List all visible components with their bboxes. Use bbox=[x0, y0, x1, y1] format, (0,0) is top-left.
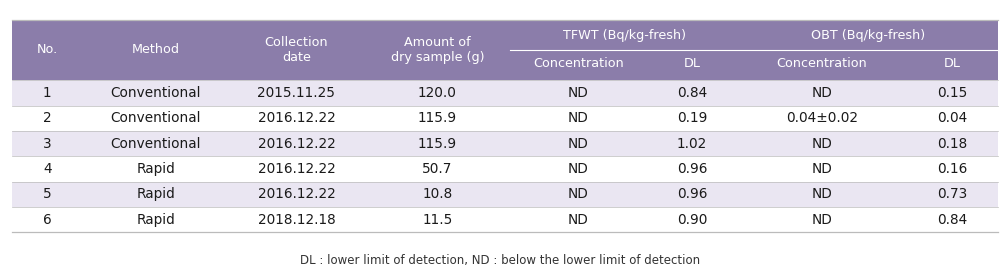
Text: ND: ND bbox=[812, 213, 832, 227]
Text: DL: DL bbox=[944, 57, 960, 70]
Text: 2016.12.22: 2016.12.22 bbox=[258, 187, 335, 201]
Text: 0.18: 0.18 bbox=[937, 137, 967, 151]
Bar bbox=[12, 182, 998, 207]
Text: ND: ND bbox=[568, 213, 589, 227]
Text: ND: ND bbox=[812, 86, 832, 100]
Text: No.: No. bbox=[37, 43, 58, 57]
Text: Rapid: Rapid bbox=[136, 162, 175, 176]
Text: Collection
date: Collection date bbox=[265, 36, 328, 64]
Text: 2: 2 bbox=[43, 111, 52, 125]
Text: ND: ND bbox=[812, 137, 832, 151]
Text: Rapid: Rapid bbox=[136, 213, 175, 227]
Text: TFWT (Bq/kg-fresh): TFWT (Bq/kg-fresh) bbox=[563, 29, 686, 43]
Text: 0.84: 0.84 bbox=[677, 86, 707, 100]
Text: ND: ND bbox=[568, 187, 589, 201]
Text: DL: DL bbox=[683, 57, 700, 70]
Text: Conventional: Conventional bbox=[110, 86, 201, 100]
Text: 0.15: 0.15 bbox=[937, 86, 967, 100]
Text: 0.90: 0.90 bbox=[677, 213, 707, 227]
Text: 0.19: 0.19 bbox=[677, 111, 707, 125]
Text: 2016.12.22: 2016.12.22 bbox=[258, 137, 335, 151]
Text: Concentration: Concentration bbox=[533, 57, 624, 70]
Text: 120.0: 120.0 bbox=[418, 86, 457, 100]
Bar bbox=[12, 207, 998, 232]
Text: 2016.12.22: 2016.12.22 bbox=[258, 162, 335, 176]
Text: Rapid: Rapid bbox=[136, 187, 175, 201]
Text: 1: 1 bbox=[43, 86, 52, 100]
Text: ND: ND bbox=[812, 162, 832, 176]
Text: DL : lower limit of detection, ND : below the lower limit of detection: DL : lower limit of detection, ND : belo… bbox=[300, 254, 700, 267]
Text: ND: ND bbox=[568, 86, 589, 100]
Text: 50.7: 50.7 bbox=[422, 162, 452, 176]
Text: ND: ND bbox=[568, 162, 589, 176]
Text: 0.84: 0.84 bbox=[937, 213, 967, 227]
Text: 2015.11.25: 2015.11.25 bbox=[257, 86, 335, 100]
Text: Concentration: Concentration bbox=[777, 57, 867, 70]
Text: 115.9: 115.9 bbox=[418, 111, 457, 125]
Text: Conventional: Conventional bbox=[110, 137, 201, 151]
Text: Conventional: Conventional bbox=[110, 111, 201, 125]
Text: 5: 5 bbox=[43, 187, 52, 201]
Text: Method: Method bbox=[132, 43, 180, 57]
Bar bbox=[12, 106, 998, 131]
Text: OBT (Bq/kg-fresh): OBT (Bq/kg-fresh) bbox=[811, 29, 925, 43]
Text: 10.8: 10.8 bbox=[422, 187, 452, 201]
Text: 0.16: 0.16 bbox=[937, 162, 967, 176]
Text: 11.5: 11.5 bbox=[422, 213, 452, 227]
Bar bbox=[12, 80, 998, 106]
Text: 0.96: 0.96 bbox=[677, 187, 707, 201]
Bar bbox=[12, 20, 998, 80]
Text: 3: 3 bbox=[43, 137, 52, 151]
Text: ND: ND bbox=[568, 137, 589, 151]
Text: ND: ND bbox=[568, 111, 589, 125]
Bar bbox=[12, 156, 998, 182]
Text: 4: 4 bbox=[43, 162, 52, 176]
Text: 0.96: 0.96 bbox=[677, 162, 707, 176]
Text: 6: 6 bbox=[43, 213, 52, 227]
Text: Amount of
dry sample (g): Amount of dry sample (g) bbox=[391, 36, 484, 64]
Text: 115.9: 115.9 bbox=[418, 137, 457, 151]
Text: 0.04: 0.04 bbox=[937, 111, 967, 125]
Text: 2016.12.22: 2016.12.22 bbox=[258, 111, 335, 125]
Bar bbox=[12, 131, 998, 156]
Text: ND: ND bbox=[812, 187, 832, 201]
Text: 0.73: 0.73 bbox=[937, 187, 967, 201]
Text: 2018.12.18: 2018.12.18 bbox=[258, 213, 335, 227]
Text: 0.04±0.02: 0.04±0.02 bbox=[786, 111, 858, 125]
Text: 1.02: 1.02 bbox=[677, 137, 707, 151]
